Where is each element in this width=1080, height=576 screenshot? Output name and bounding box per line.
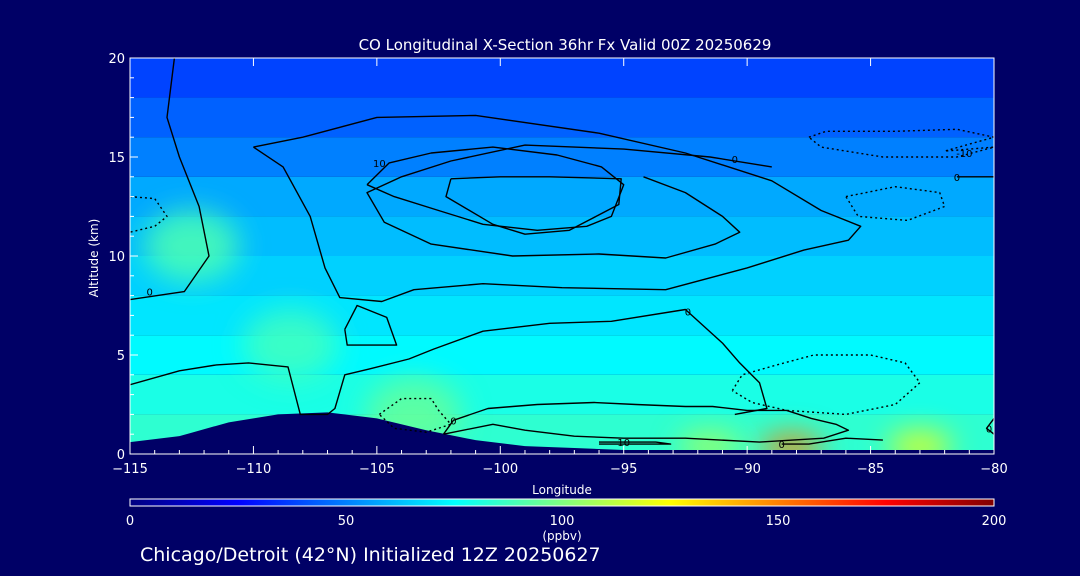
contour-line	[366, 144, 772, 259]
contour-line	[130, 308, 768, 416]
contour-line	[442, 401, 850, 443]
contour-label: 0	[685, 307, 691, 318]
x-tick-label: −90	[733, 462, 760, 477]
co-hotspot	[678, 432, 743, 454]
field-band	[130, 256, 994, 296]
contour-label: 0	[732, 155, 738, 166]
contour-line	[599, 441, 672, 445]
field-band	[130, 58, 994, 98]
y-tick-label: 20	[108, 52, 125, 67]
contour-line	[130, 58, 210, 301]
field-band	[130, 216, 994, 256]
contour-line	[253, 114, 862, 303]
colorbar-tick-label: 0	[126, 514, 134, 529]
x-axis-label: Longitude	[532, 483, 592, 497]
co-concentration-field	[130, 58, 994, 454]
co-hotspots	[143, 210, 952, 454]
y-axis-label: Altitude (km)	[87, 219, 101, 298]
y-axis: 0 5 10 15 20	[108, 52, 138, 463]
field-band	[130, 97, 994, 138]
contour-line	[445, 176, 622, 235]
field-band	[130, 176, 994, 217]
colorbar-tick-label: 100	[550, 514, 575, 529]
y-tick-label: 5	[117, 349, 125, 364]
contour-line	[344, 304, 398, 346]
x-tick-label: −105	[359, 462, 395, 477]
co-hotspot	[242, 309, 339, 382]
contour-line	[366, 146, 625, 232]
contour-label: 10	[617, 438, 630, 449]
x-tick-label: −80	[980, 462, 1007, 477]
contour-label: 0	[779, 440, 785, 451]
contour-label: 0	[450, 416, 456, 427]
contour-label: 0	[986, 424, 992, 435]
colorbar-unit-label: (ppbv)	[542, 529, 581, 543]
contour-line	[781, 437, 883, 445]
contour-label: 0	[954, 173, 960, 184]
x-tick-label: −95	[610, 462, 637, 477]
figure-subtitle: Chicago/Detroit (42°N) Initialized 12Z 2…	[140, 544, 601, 566]
y-tick-label: 15	[108, 151, 125, 166]
contour-line-negative	[845, 185, 946, 222]
contour-line	[985, 417, 994, 435]
contour-label: -10	[956, 149, 972, 160]
colorbar-tick-label: 150	[766, 514, 791, 529]
x-tick-label: −110	[236, 462, 272, 477]
colorbar: 0 50 100 150 200	[126, 498, 1007, 529]
contour-label: 10	[373, 159, 386, 170]
contour-line-negative	[808, 128, 994, 158]
colorbar-tick-label: 200	[982, 514, 1007, 529]
colorbar-tick-label: 50	[338, 514, 355, 529]
chart-title: CO Longitudinal X-Section 36hr Fx Valid …	[359, 36, 772, 54]
x-tick-label: −100	[482, 462, 518, 477]
x-tick-label: −85	[857, 462, 884, 477]
colorbar-ramp	[129, 498, 995, 507]
y-tick-label: 10	[108, 250, 125, 265]
field-band	[130, 374, 994, 415]
plot-area: 0 0 10 0 0 10 0 -10 0 0	[130, 58, 994, 454]
terrain-mask	[130, 412, 994, 454]
contour-line-negative	[378, 397, 452, 433]
x-tick-label: −115	[112, 462, 148, 477]
contour-line-negative	[130, 195, 168, 233]
x-axis: −115 −110 −105 −100 −95 −90 −85 −80	[112, 58, 1008, 477]
co-hotspot	[887, 432, 952, 454]
contour-label: 0	[147, 288, 153, 299]
y-tick-label: 0	[117, 448, 125, 463]
co-hotspot	[143, 210, 240, 283]
contour-lines: 0 0 10 0 0 10 0 -10 0 0	[130, 58, 994, 451]
